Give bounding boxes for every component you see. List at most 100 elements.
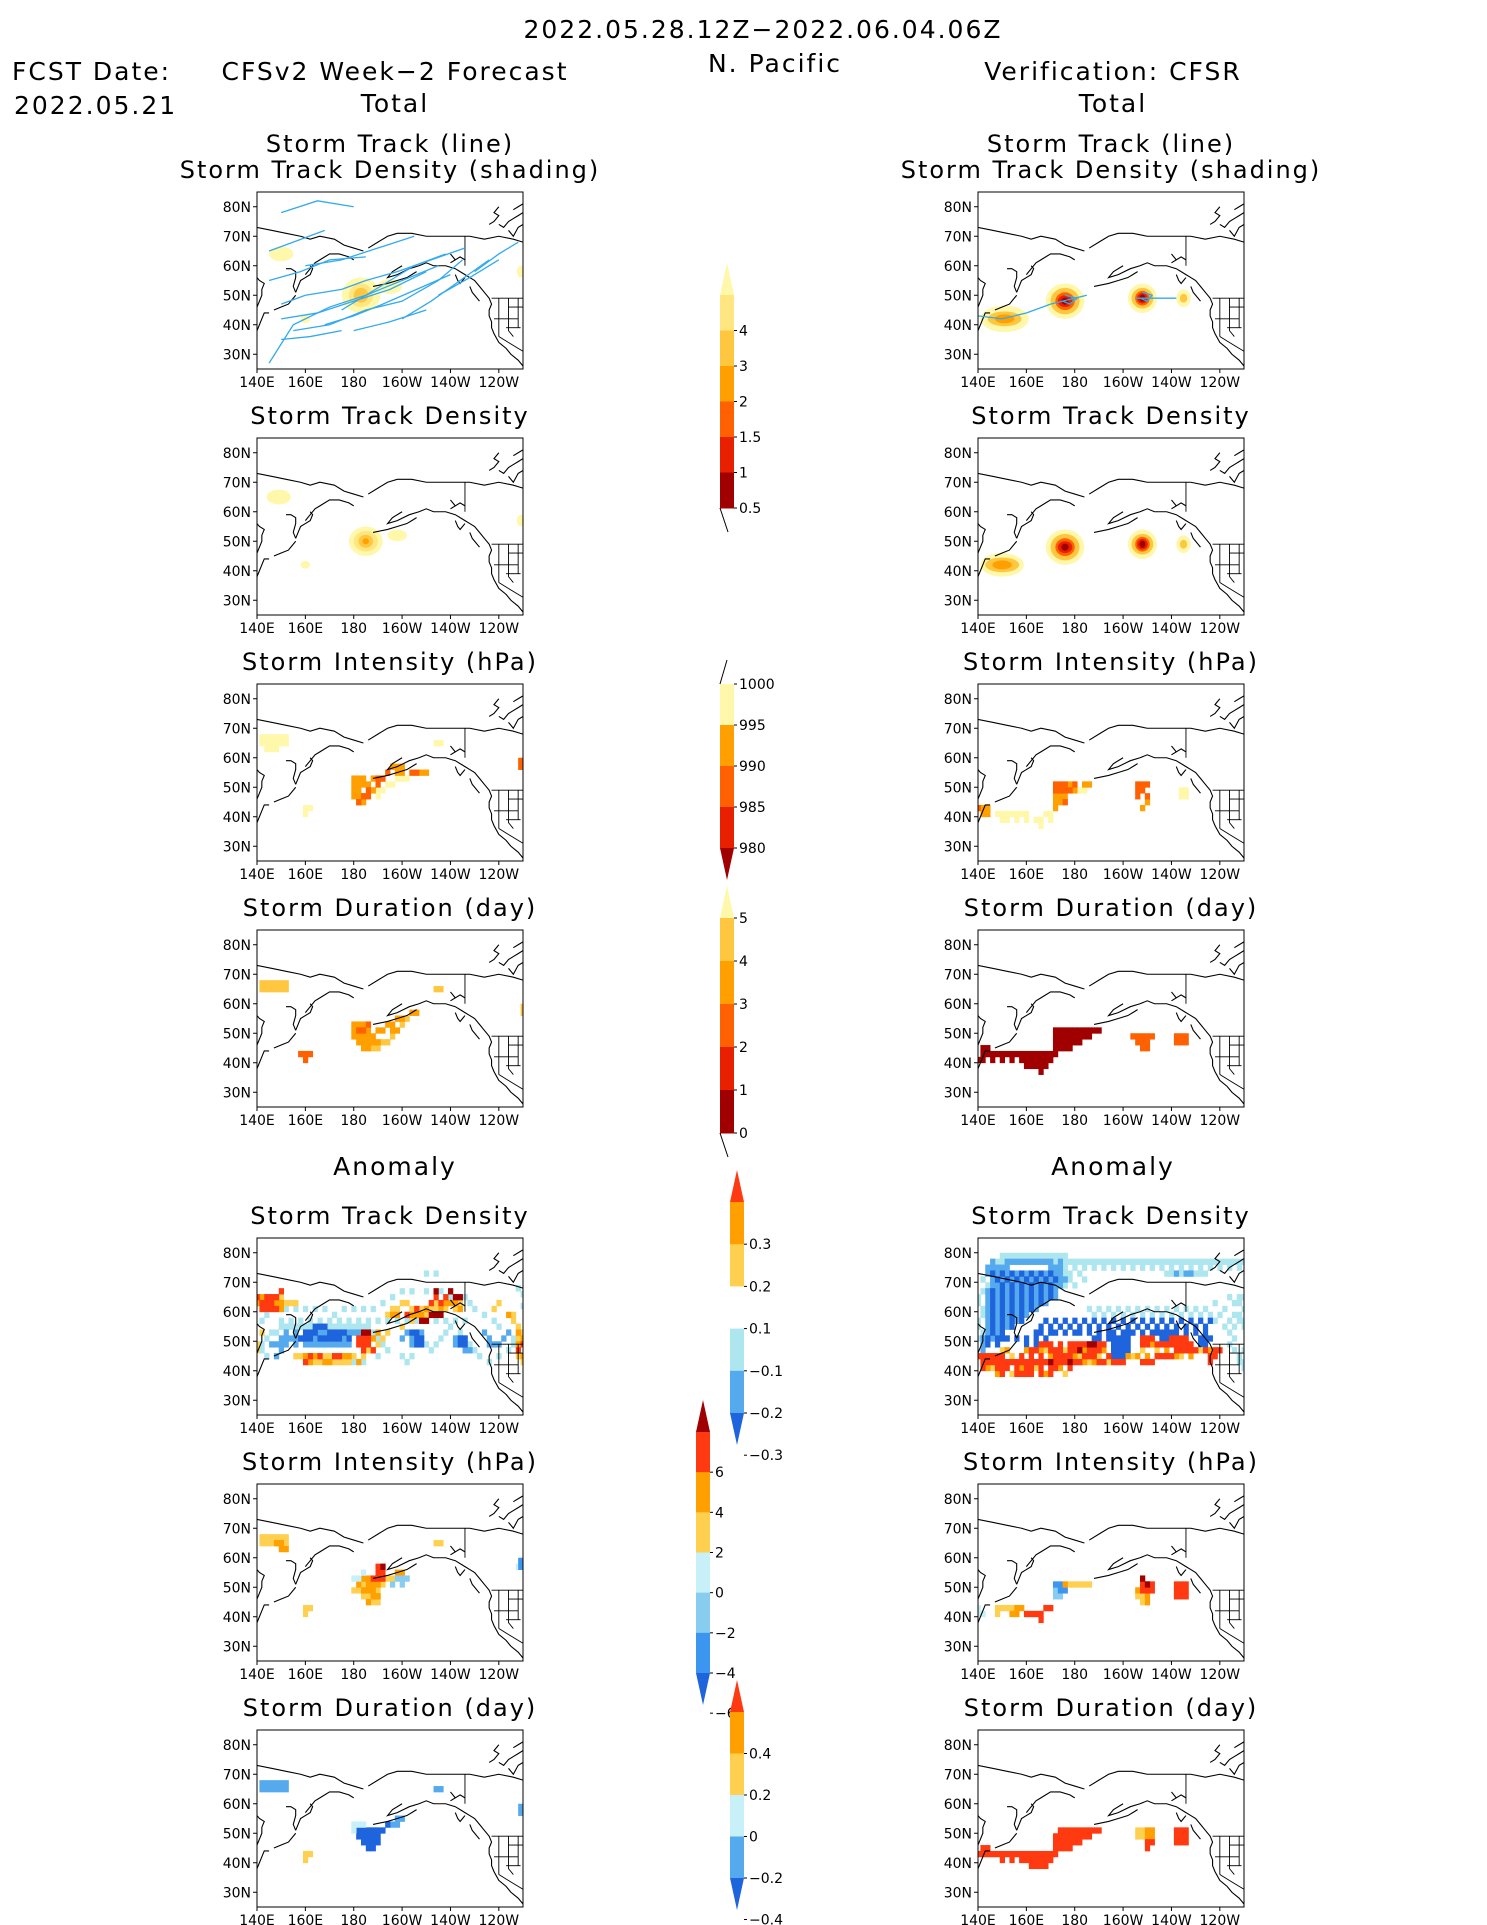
lon-tick-label: 140W	[430, 867, 471, 883]
grid-cell	[1077, 1347, 1083, 1354]
grid-cell	[283, 740, 289, 747]
grid-cell	[448, 1294, 454, 1301]
grid-cell	[1081, 1358, 1088, 1366]
grid-cell	[1033, 1364, 1039, 1372]
fcst-date-label: FCST Date:	[12, 57, 171, 86]
grid-cell	[1149, 1311, 1155, 1319]
colorbar-segment	[720, 366, 734, 402]
grid-cell	[978, 1323, 981, 1330]
coastline	[1190, 286, 1201, 302]
grid-cell	[322, 1323, 328, 1330]
grid-cell	[1052, 1050, 1059, 1058]
colorbar-arrow-top	[720, 886, 734, 918]
grid-cell	[1227, 1258, 1233, 1265]
grid-cell	[1169, 1341, 1175, 1348]
grid-cell	[404, 1358, 410, 1366]
grid-cell	[259, 1780, 265, 1787]
grid-cell	[518, 763, 523, 770]
coastline	[454, 1812, 466, 1823]
grid-cell	[356, 1358, 362, 1366]
lat-tick-label: 80N	[944, 446, 972, 462]
grid-cell	[1067, 781, 1073, 788]
grid-cell	[1178, 1258, 1184, 1265]
colorbar-segment	[720, 684, 734, 726]
grid-cell	[375, 1039, 381, 1046]
storm-track-line	[1062, 294, 1079, 305]
coastline	[513, 1249, 523, 1257]
date-range-title: 2022.05.28.12Z−2022.06.04.06Z	[524, 15, 1003, 44]
grid-cell	[1188, 1317, 1194, 1324]
grid-cell	[1023, 1856, 1030, 1864]
grid-cell	[1038, 1062, 1044, 1070]
grid-cell	[457, 1305, 463, 1313]
grid-cell	[1057, 1258, 1064, 1265]
grid-cell	[481, 1329, 488, 1336]
grid-cell	[994, 1329, 1001, 1336]
grid-cell	[278, 1540, 284, 1547]
grid-cell	[331, 1358, 338, 1366]
grid-cell	[264, 986, 270, 993]
grid-cell	[1052, 1593, 1059, 1600]
grid-cell	[360, 1045, 367, 1052]
grid-cell	[1111, 1353, 1117, 1360]
grid-cell	[1144, 1033, 1151, 1040]
grid-cell	[1038, 1056, 1044, 1064]
grid-cell	[1043, 1862, 1049, 1870]
colorbar-label: −0.4	[749, 1913, 783, 1925]
grid-cell	[1115, 1305, 1122, 1313]
grid-cell	[1125, 1335, 1131, 1342]
colorbar-label: 0.3	[749, 1237, 771, 1253]
grid-cell	[375, 1563, 381, 1570]
lon-tick-label: 140E	[239, 621, 275, 637]
grid-cell	[380, 1827, 386, 1834]
coastline	[513, 941, 523, 949]
grid-cell	[1198, 1335, 1204, 1342]
grid-cell	[1004, 1335, 1010, 1342]
grid-cell	[980, 1347, 986, 1354]
grid-cell	[1014, 1305, 1020, 1313]
grid-cell	[356, 1821, 362, 1828]
lon-tick-label: 140E	[960, 375, 996, 391]
grid-cell	[1019, 1364, 1025, 1372]
coastline	[273, 1032, 297, 1049]
grid-cell	[1159, 1353, 1165, 1360]
grid-cell	[1183, 1347, 1189, 1354]
storm-track-line	[281, 271, 427, 320]
coastline	[488, 944, 500, 963]
grid-cell	[269, 1786, 275, 1793]
grid-cell	[990, 1299, 996, 1307]
coastline	[1107, 1000, 1182, 1017]
state-border	[1229, 1036, 1235, 1075]
state-border	[1229, 1836, 1235, 1875]
grid-cell	[259, 1299, 265, 1307]
grid-cell	[994, 1270, 1001, 1277]
lon-tick-label: 140E	[960, 867, 996, 883]
panel-title: Storm Duration (day)	[243, 1694, 538, 1722]
grid-cell	[336, 1323, 343, 1330]
coastline	[273, 1340, 297, 1357]
state-border	[508, 1036, 514, 1075]
colorbar-segment	[730, 1712, 744, 1754]
grid-cell	[1028, 1347, 1035, 1354]
grid-cell	[351, 1821, 357, 1828]
lon-tick-label: 160E	[1009, 1667, 1045, 1683]
grid-cell	[278, 740, 284, 747]
grid-cell	[1014, 1276, 1020, 1283]
coastline	[978, 226, 1085, 252]
grid-cell	[520, 1353, 523, 1360]
grid-cell	[1144, 1587, 1151, 1594]
coastline	[994, 1032, 1018, 1049]
coastline	[978, 1015, 986, 1046]
lat-tick-label: 40N	[223, 318, 251, 334]
grid-cell	[259, 1305, 265, 1313]
lon-tick-label: 140W	[1151, 375, 1192, 391]
panel-title: Storm Track Density	[250, 1202, 529, 1230]
lon-tick-label: 140W	[430, 1667, 471, 1683]
grid-cell	[985, 1850, 991, 1858]
fc-density-panel: Storm Track Density80N70N60N50N40N30N140…	[223, 402, 528, 637]
grid-cell	[1004, 1323, 1010, 1330]
grid-cell	[1091, 1027, 1097, 1034]
grid-cell	[1130, 1329, 1136, 1336]
grid-cell	[264, 734, 270, 741]
state-border	[498, 1074, 523, 1090]
